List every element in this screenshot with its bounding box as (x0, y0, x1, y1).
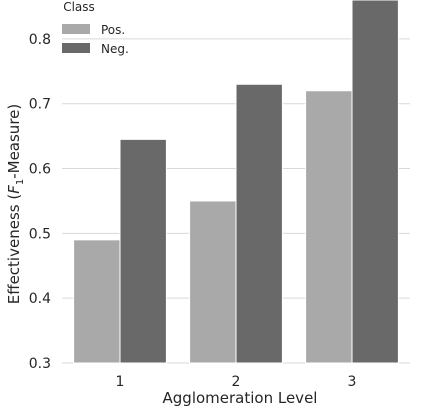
y-axis-title-variable: F (5, 185, 23, 194)
y-tick-labels: 0.3 0.4 0.5 0.6 0.7 0.8 (29, 32, 51, 372)
y-axis-title-suffix: -Measure) (5, 104, 23, 179)
bar-pos-2 (189, 200, 237, 364)
bar-neg-1 (119, 138, 167, 364)
y-axis-title: Effectiveness (F1-Measure) (5, 104, 26, 304)
y-tick-label: 0.3 (29, 356, 51, 372)
bar-neg-3 (351, 0, 399, 364)
legend-swatch-pos (62, 24, 90, 34)
y-tick-label: 0.8 (29, 32, 51, 48)
bar-pos-3 (305, 90, 353, 364)
x-tick-label: 3 (348, 374, 357, 390)
legend-swatch-neg (62, 43, 90, 53)
y-tick-label: 0.4 (29, 291, 51, 307)
bar-pos-1 (73, 239, 121, 364)
legend-label-pos: Pos. (101, 23, 125, 37)
x-tick-label: 2 (232, 374, 241, 390)
bar-neg-2 (235, 83, 283, 364)
y-tick-label: 0.6 (29, 162, 51, 178)
y-axis-title-subscript: 1 (15, 179, 26, 185)
y-tick-label: 0.7 (29, 97, 51, 113)
legend-title: Class (63, 0, 95, 14)
x-axis-title: Agglomeration Level (163, 389, 318, 407)
y-tick-label: 0.5 (29, 226, 51, 242)
x-tick-label: 1 (116, 374, 125, 390)
y-axis-title-prefix: Effectiveness ( (5, 194, 23, 304)
bars (73, 0, 399, 364)
x-tick-labels: 1 2 3 (116, 374, 357, 390)
legend-label-neg: Neg. (101, 42, 129, 56)
legend: Class Pos. Neg. (62, 0, 129, 56)
